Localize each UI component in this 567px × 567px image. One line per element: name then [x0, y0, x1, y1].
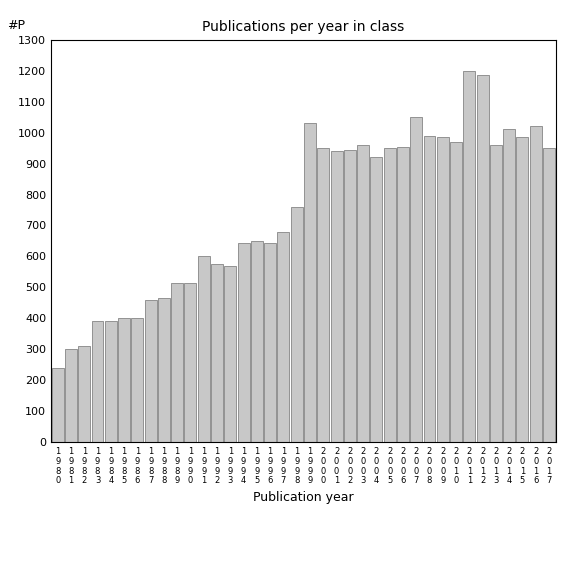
Bar [238, 243, 249, 442]
Bar [463, 71, 475, 442]
Bar [331, 151, 342, 442]
Bar [264, 243, 276, 442]
Bar [530, 126, 541, 442]
Bar [105, 321, 117, 442]
Bar [225, 266, 236, 442]
X-axis label: Publication year: Publication year [253, 491, 354, 503]
Bar [318, 148, 329, 442]
Bar [370, 158, 382, 442]
Title: Publications per year in class: Publications per year in class [202, 20, 404, 35]
Bar [450, 142, 462, 442]
Bar [437, 137, 448, 442]
Bar [357, 145, 369, 442]
Bar [158, 298, 170, 442]
Bar [132, 319, 143, 442]
Bar [477, 75, 489, 442]
Bar [171, 283, 183, 442]
Bar [411, 117, 422, 442]
Bar [384, 148, 396, 442]
Bar [503, 129, 515, 442]
Bar [78, 346, 90, 442]
Bar [251, 241, 263, 442]
Bar [277, 232, 289, 442]
Bar [397, 146, 409, 442]
Bar [304, 123, 316, 442]
Bar [91, 321, 104, 442]
Bar [198, 256, 210, 442]
Bar [184, 283, 196, 442]
Bar [291, 207, 303, 442]
Bar [52, 368, 64, 442]
Bar [145, 300, 156, 442]
Bar [211, 264, 223, 442]
Y-axis label: #P: #P [7, 19, 25, 32]
Bar [543, 148, 555, 442]
Bar [490, 145, 502, 442]
Bar [65, 349, 77, 442]
Bar [118, 319, 130, 442]
Bar [424, 136, 435, 442]
Bar [517, 137, 528, 442]
Bar [344, 150, 356, 442]
